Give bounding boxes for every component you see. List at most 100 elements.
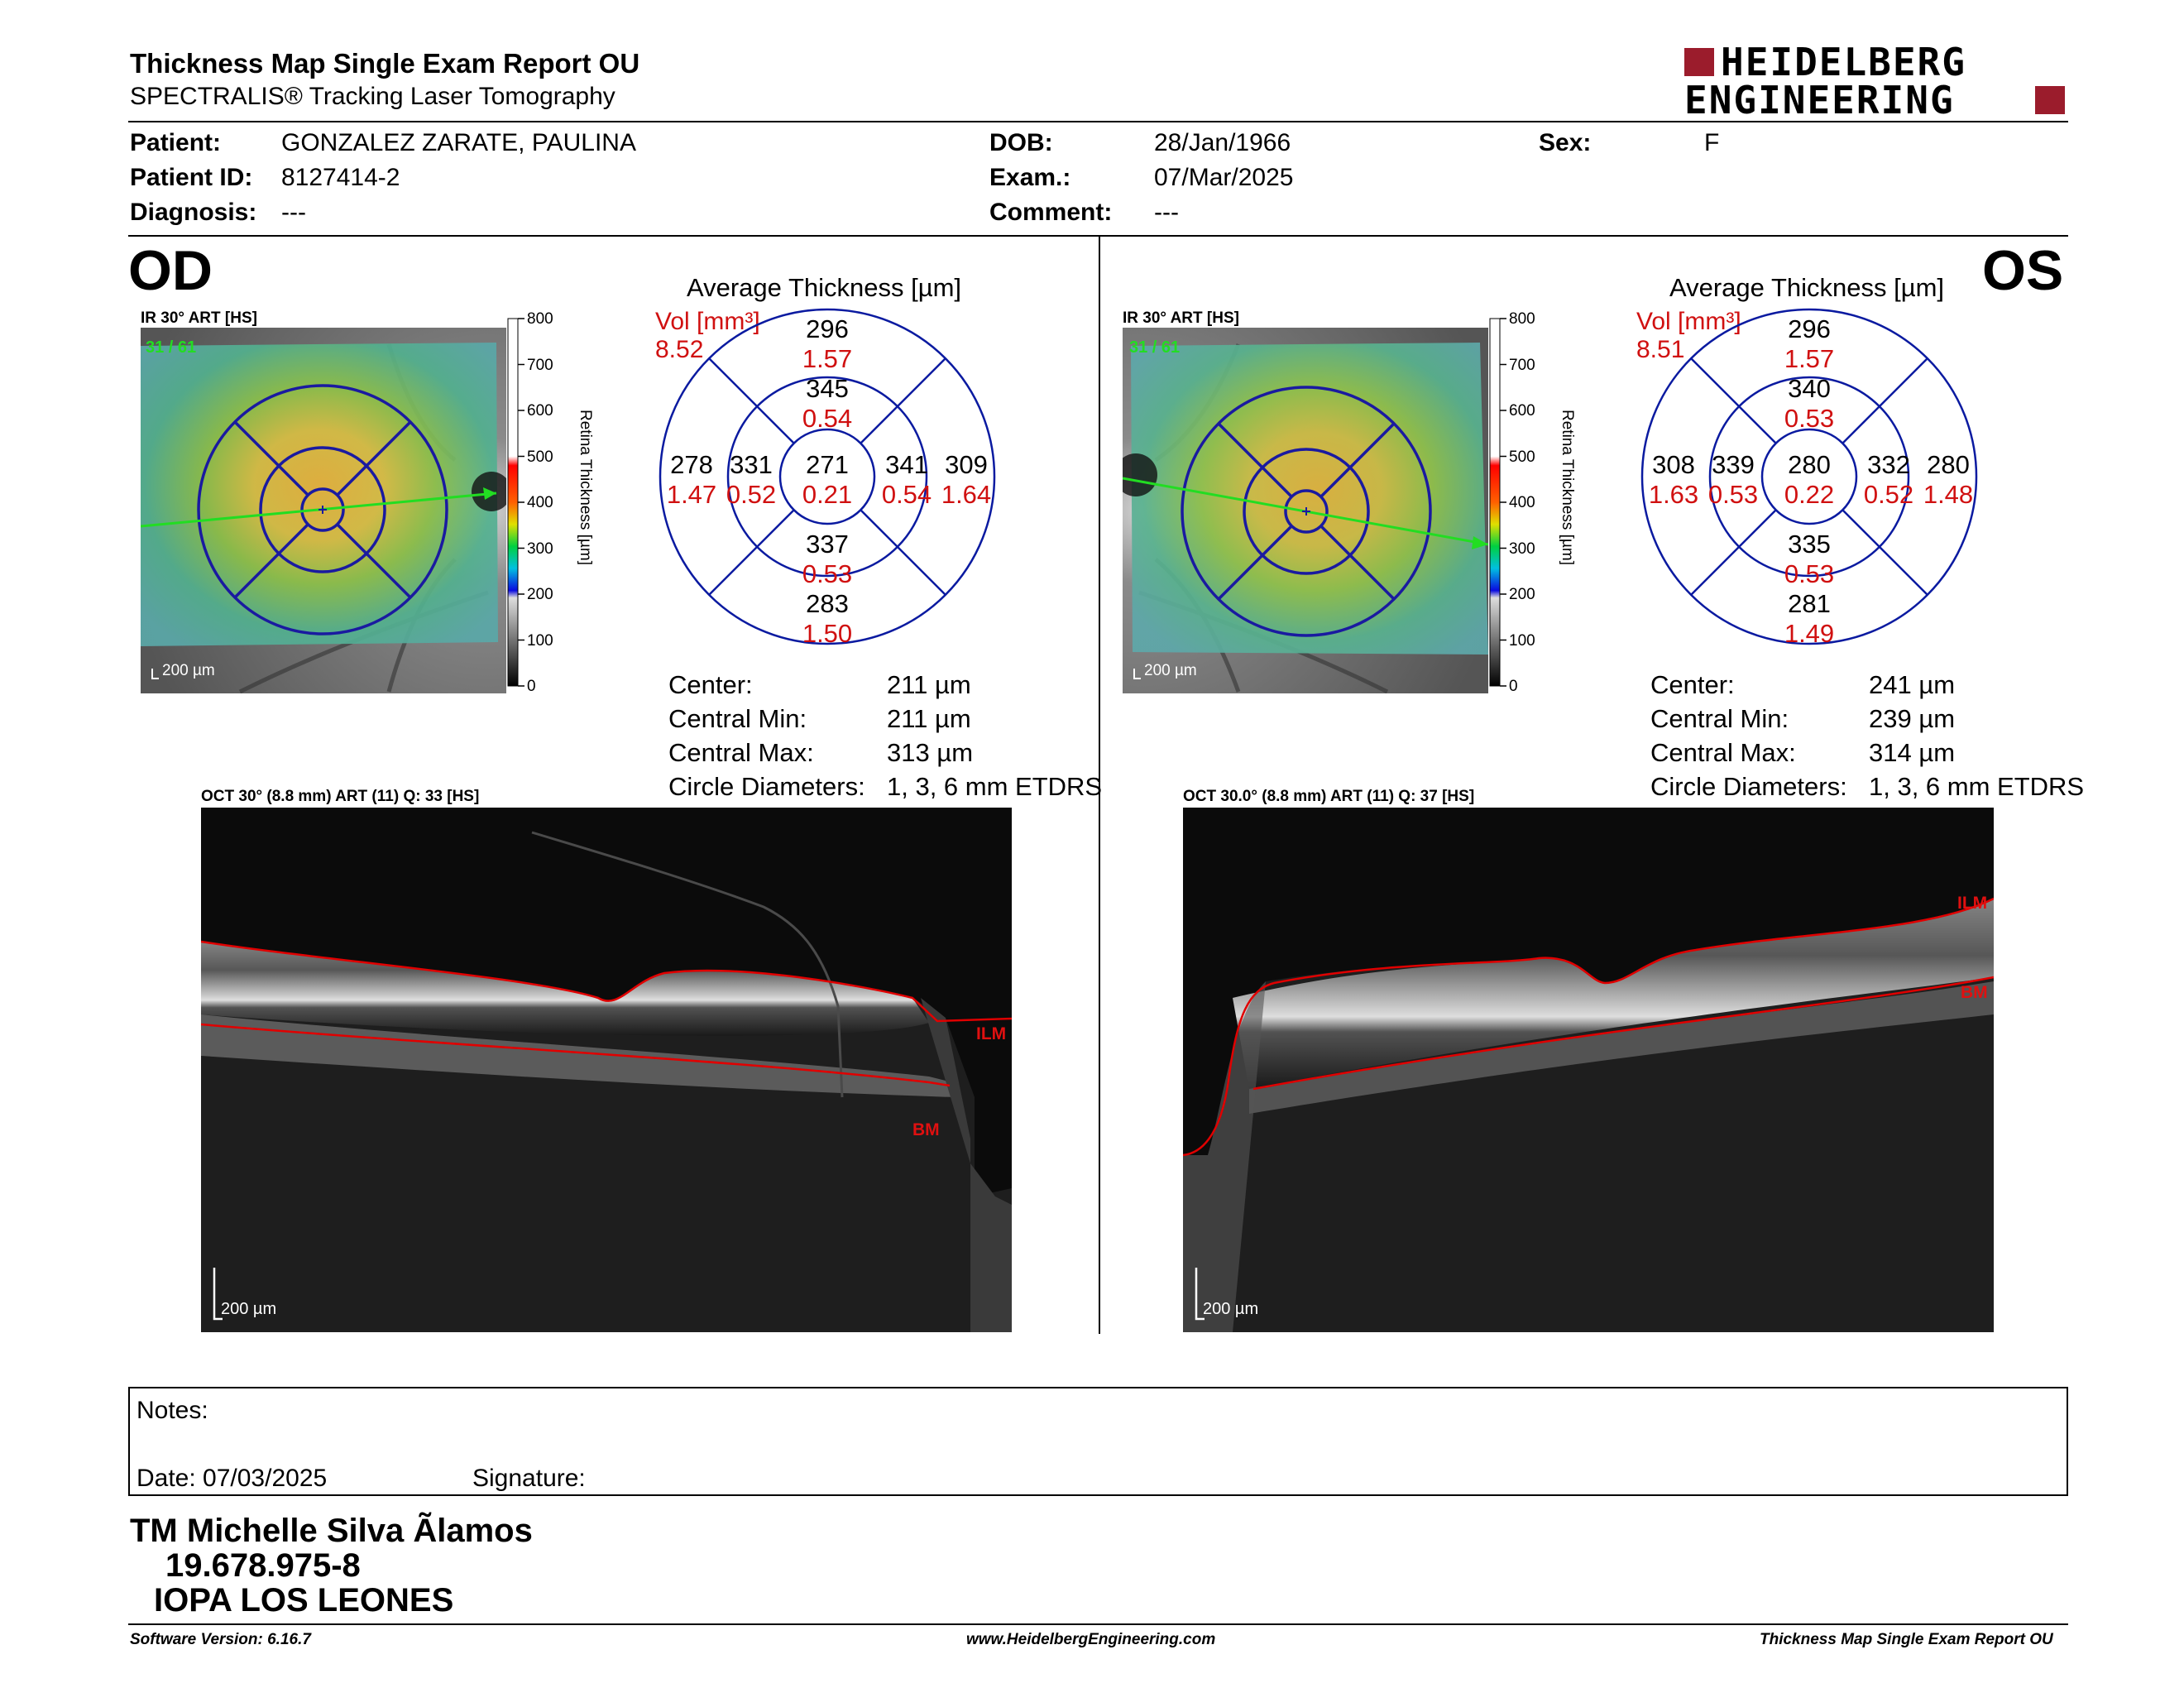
od-bm-label: BM	[912, 1120, 940, 1139]
os-cbar-tick-800: 800	[1509, 310, 1535, 328]
eye-divider	[1099, 237, 1100, 1334]
os-stat-max-value: 314 µm	[1869, 738, 1956, 767]
report-subtitle: SPECTRALIS® Tracking Laser Tomography	[130, 83, 615, 110]
website-link[interactable]: www.HeidelbergEngineering.com	[966, 1631, 1216, 1648]
od-center-vol: 0.21	[802, 480, 852, 509]
os-scale-bar: 200 µm	[1144, 662, 1197, 679]
os-inner-top-vol: 0.53	[1784, 404, 1834, 433]
os-outer-right-vol: 1.48	[1923, 480, 1973, 509]
od-ir-label: IR 30° ART [HS]	[141, 309, 257, 327]
patient-divider	[128, 235, 2068, 237]
os-inner-right: 332	[1867, 450, 1910, 479]
od-outer-top-vol: 1.57	[802, 344, 852, 373]
od-stat-min-label: Central Min:	[668, 704, 807, 733]
os-oct-bscan: ILM BM 200 µm	[1183, 808, 1994, 1332]
od-ilm-label: ILM	[976, 1024, 1006, 1043]
os-outer-bottom: 281	[1788, 589, 1831, 618]
os-bm-label: BM	[1961, 983, 1988, 1002]
diagnosis-label: Diagnosis:	[130, 199, 257, 226]
os-inner-bottom: 335	[1788, 530, 1831, 559]
dob-label: DOB:	[989, 129, 1053, 156]
os-center: 280	[1788, 450, 1831, 479]
logo-square-top	[1684, 48, 1714, 76]
od-inner-right-vol: 0.54	[882, 480, 932, 509]
technician-org: IOPA LOS LEONES	[154, 1582, 454, 1618]
os-inner-left-vol: 0.53	[1708, 480, 1758, 509]
diagnosis-value: ---	[281, 199, 306, 226]
os-ilm-label: ILM	[1957, 894, 1987, 913]
patient-id: 8127414-2	[281, 164, 400, 191]
comment-label: Comment:	[989, 199, 1113, 226]
software-version: Software Version: 6.16.7	[130, 1631, 311, 1648]
os-ir-label: IR 30° ART [HS]	[1123, 309, 1239, 327]
od-vol-label: Vol [mm³]	[655, 308, 760, 335]
od-cbar-tick-0: 0	[527, 678, 536, 695]
od-cbar-tick-700: 700	[527, 357, 553, 374]
od-outer-left: 278	[670, 450, 713, 479]
od-stat-center-value: 211 µm	[887, 670, 971, 699]
os-vol-label: Vol [mm³]	[1636, 308, 1741, 335]
notes-signature-label: Signature:	[472, 1465, 586, 1492]
os-stat-min-value: 239 µm	[1869, 704, 1956, 733]
od-avg-title: Average Thickness [µm]	[687, 273, 962, 302]
od-cbar-tick-800: 800	[527, 310, 553, 328]
od-scale-bar: 200 µm	[162, 662, 215, 679]
os-outer-bottom-vol: 1.49	[1784, 619, 1834, 648]
os-oct-label: OCT 30.0° (8.8 mm) ART (11) Q: 37 [HS]	[1183, 788, 1475, 805]
os-cbar-tick-400: 400	[1509, 494, 1535, 511]
od-outer-right: 309	[945, 450, 988, 479]
od-oct-bscan: ILM BM 200 µm	[201, 808, 1012, 1332]
os-eye-label: OS	[1982, 239, 2064, 302]
footer-divider	[128, 1623, 2068, 1625]
os-inner-left: 339	[1712, 450, 1755, 479]
logo-text-line1: HEIDELBERG	[1721, 40, 1966, 84]
od-cbar-tick-300: 300	[527, 540, 553, 558]
os-stat-max-label: Central Max:	[1650, 738, 1796, 767]
od-colorbar: 800 700 600 500 400 300 200 100 0 Retina…	[507, 310, 592, 695]
logo-text-line2: ENGINEERING	[1684, 78, 1955, 122]
od-stat-min-value: 211 µm	[887, 704, 971, 733]
exam-date: 07/Mar/2025	[1154, 164, 1294, 191]
technician-rut: 19.678.975-8	[165, 1547, 361, 1584]
od-inner-left: 331	[730, 450, 773, 479]
header-divider	[128, 121, 2068, 122]
os-stat-center-label: Center:	[1650, 670, 1735, 699]
os-cbar-tick-500: 500	[1509, 448, 1535, 466]
od-etdrs-grid: 296 1.57 345 0.54 278 1.47 331 0.52 271 …	[659, 308, 996, 648]
patient-id-label: Patient ID:	[130, 164, 253, 191]
heidelberg-logo: HEIDELBERG ENGINEERING	[1684, 43, 2065, 119]
footer-report-name: Thickness Map Single Exam Report OU	[1760, 1631, 2053, 1648]
od-cbar-tick-600: 600	[527, 402, 553, 420]
os-cbar-label: Retina Thickness [µm]	[1559, 410, 1574, 565]
od-cbar-label: Retina Thickness [µm]	[577, 410, 592, 565]
os-cbar-tick-200: 200	[1509, 586, 1535, 603]
notes-date: Date: 07/03/2025	[136, 1465, 328, 1492]
os-stat-center-value: 241 µm	[1869, 670, 1956, 699]
os-outer-left: 308	[1652, 450, 1695, 479]
od-inner-top-vol: 0.54	[802, 404, 852, 433]
od-outer-bottom-vol: 1.50	[802, 619, 852, 648]
sex-value: F	[1704, 129, 1720, 156]
od-oct-label: OCT 30° (8.8 mm) ART (11) Q: 33 [HS]	[201, 788, 480, 805]
os-cbar-tick-600: 600	[1509, 402, 1535, 420]
os-thickness-map: 31 / 61 200 µm	[1123, 328, 1488, 693]
technician-name: TM Michelle Silva Ãlamos	[130, 1513, 533, 1549]
od-stat-max-label: Central Max:	[668, 738, 814, 767]
os-outer-top-vol: 1.57	[1784, 344, 1834, 373]
od-oct-scale: 200 µm	[221, 1300, 276, 1318]
os-cbar-tick-0: 0	[1509, 678, 1518, 695]
notes-box[interactable]: Notes: Date: 07/03/2025 Signature:	[128, 1387, 2068, 1496]
exam-label: Exam.:	[989, 164, 1071, 191]
od-stat-max-value: 313 µm	[887, 738, 974, 767]
os-inner-right-vol: 0.52	[1864, 480, 1913, 509]
od-frame-count: 31 / 61	[146, 338, 196, 357]
od-outer-bottom: 283	[806, 589, 849, 618]
od-eye-label: OD	[128, 239, 213, 302]
report-title: Thickness Map Single Exam Report OU	[130, 48, 640, 79]
od-vol-value: 8.52	[655, 336, 704, 363]
patient-label: Patient:	[130, 129, 222, 156]
od-cbar-tick-500: 500	[527, 448, 553, 466]
od-inner-top: 345	[806, 374, 849, 403]
os-inner-bottom-vol: 0.53	[1784, 559, 1834, 588]
notes-label: Notes:	[136, 1397, 208, 1424]
